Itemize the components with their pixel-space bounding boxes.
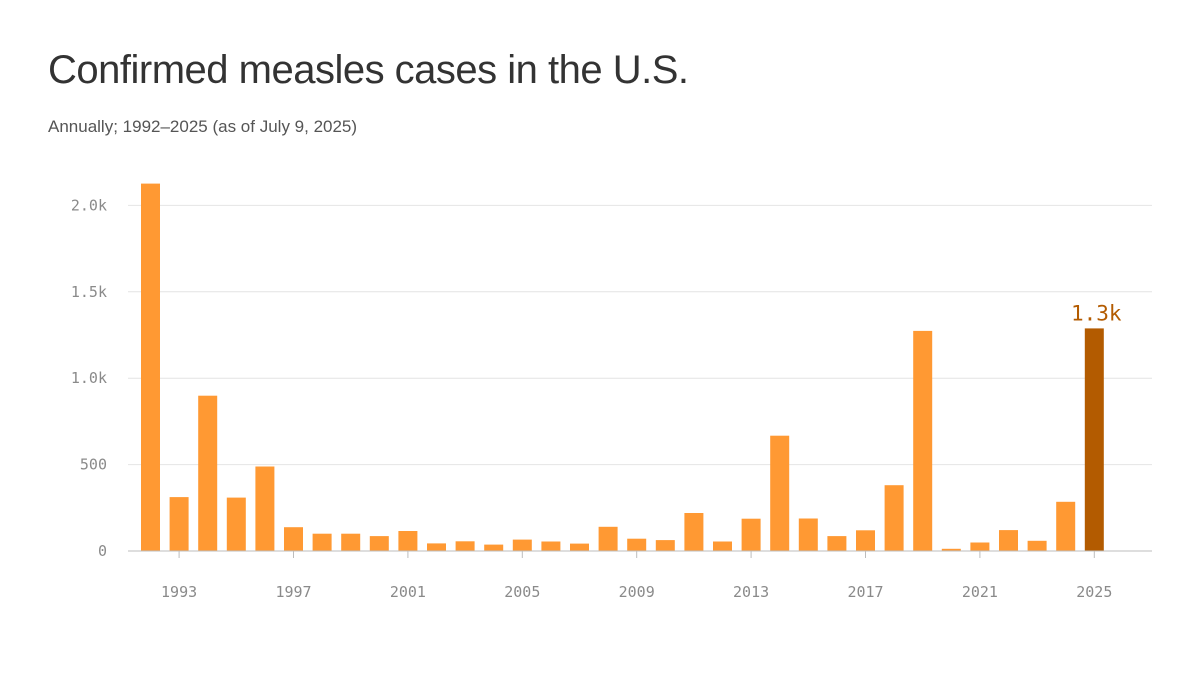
bar-2001 — [398, 531, 418, 551]
bar-2008 — [598, 526, 618, 551]
bar-2004 — [484, 544, 504, 551]
bar-2016 — [827, 536, 847, 551]
bar-2007 — [570, 543, 589, 551]
x-tick-label: 2005 — [504, 583, 540, 601]
x-axis-tick-labels: 1993 1997 2001 2005 2009 2013 2017 2021 2025 — [161, 551, 1112, 601]
bar-2021 — [970, 542, 990, 551]
bar-2022 — [999, 530, 1018, 551]
gridlines — [128, 204, 1152, 466]
y-tick-label: 1.0k — [71, 369, 107, 387]
x-tick-label: 1993 — [161, 583, 197, 601]
x-tick-label: 2017 — [847, 583, 883, 601]
highlight-value-label: 1.3k — [1071, 301, 1122, 325]
bar-2024 — [1056, 501, 1076, 551]
bar-2002 — [427, 543, 446, 551]
bar-1992 — [141, 183, 160, 551]
x-tick-label: 2025 — [1076, 583, 1112, 601]
bar-2014 — [770, 435, 790, 551]
bar-2019 — [913, 330, 933, 551]
x-tick-label: 2009 — [619, 583, 655, 601]
x-tick-label: 1997 — [275, 583, 311, 601]
chart-title: Confirmed measles cases in the U.S. — [48, 48, 689, 92]
bar-2000 — [369, 536, 389, 551]
bar-1996 — [255, 466, 275, 551]
bar-2006 — [541, 541, 561, 551]
bar-2020 — [941, 548, 961, 551]
y-tick-label: 2.0k — [71, 196, 107, 214]
bar-2017 — [856, 530, 875, 551]
y-axis-tick-labels: 0 500 1.0k 1.5k 2.0k — [71, 196, 107, 560]
bar-1994 — [198, 395, 218, 551]
bar-2005 — [512, 539, 532, 551]
bar-2025 — [1084, 328, 1104, 551]
chart-subtitle: Annually; 1992–2025 (as of July 9, 2025) — [48, 117, 358, 136]
y-tick-label: 0 — [98, 542, 107, 560]
bars — [141, 183, 1104, 551]
bar-1995 — [226, 497, 246, 551]
bar-1993 — [169, 497, 189, 551]
x-tick-label: 2021 — [962, 583, 998, 601]
y-tick-label: 500 — [80, 456, 107, 474]
bar-2012 — [713, 541, 732, 551]
y-tick-label: 1.5k — [71, 283, 107, 301]
bar-2013 — [741, 518, 761, 551]
bar-1997 — [284, 527, 303, 551]
bar-2018 — [884, 485, 904, 551]
bar-1998 — [312, 533, 332, 551]
bar-1999 — [341, 533, 361, 551]
bar-2011 — [684, 513, 704, 551]
bar-2023 — [1027, 540, 1047, 551]
value-labels: 1.3k — [1071, 301, 1122, 325]
bar-2009 — [627, 538, 647, 551]
x-tick-label: 2001 — [390, 583, 426, 601]
bar-2015 — [798, 518, 818, 551]
bar-2003 — [455, 541, 475, 551]
bar-2010 — [655, 540, 675, 551]
x-tick-label: 2013 — [733, 583, 769, 601]
